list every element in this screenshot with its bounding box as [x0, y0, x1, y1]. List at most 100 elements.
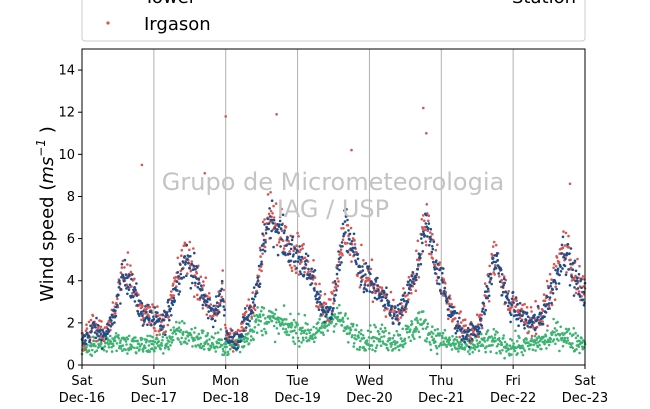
data-point-irgason	[414, 289, 418, 293]
data-point-station	[333, 325, 336, 328]
data-point-tower	[258, 282, 262, 286]
data-point-station	[376, 337, 379, 341]
data-point-tower	[266, 217, 269, 221]
data-point-station	[475, 339, 479, 342]
data-point-station	[249, 339, 253, 342]
data-point-tower	[214, 295, 218, 298]
data-point-tower	[529, 325, 532, 329]
data-point-tower	[505, 296, 509, 300]
data-point-station	[498, 349, 502, 353]
data-point-tower	[338, 263, 342, 267]
data-point-tower	[195, 277, 199, 280]
data-point-tower	[147, 303, 150, 307]
data-point-tower	[396, 304, 400, 307]
data-point-tower	[177, 275, 180, 278]
data-point-station	[557, 339, 560, 342]
data-point-tower	[211, 325, 215, 329]
data-point-irgason	[221, 269, 224, 272]
data-point-tower	[181, 267, 184, 271]
data-point-tower	[368, 290, 372, 293]
data-point-station	[532, 343, 536, 347]
data-point-irgason	[116, 297, 119, 301]
data-point-tower	[407, 291, 411, 295]
data-point-tower	[134, 288, 137, 292]
data-point-irgason	[541, 309, 545, 313]
data-point-station	[146, 334, 149, 338]
data-point-irgason	[423, 219, 426, 223]
data-point-tower	[212, 304, 215, 308]
data-point-station	[378, 332, 381, 336]
data-point-station	[177, 338, 180, 341]
data-point-tower	[128, 273, 131, 277]
data-point-station	[126, 337, 130, 341]
data-point-tower	[458, 316, 461, 320]
data-point-irgason	[263, 245, 267, 249]
data-point-station	[180, 342, 183, 346]
data-point-station	[349, 328, 353, 332]
data-point-tower	[191, 281, 194, 285]
data-point-irgason	[526, 331, 530, 335]
data-point-station	[502, 336, 505, 340]
data-point-tower	[460, 327, 464, 330]
data-point-irgason	[220, 295, 223, 299]
data-point-station	[190, 327, 193, 331]
data-point-tower	[384, 306, 387, 310]
data-point-station	[508, 344, 512, 348]
data-point-station	[85, 346, 88, 349]
data-point-tower	[462, 337, 466, 340]
data-point-tower	[278, 223, 281, 226]
data-point-station	[135, 351, 138, 355]
data-point-tower	[458, 325, 462, 328]
data-point-tower	[465, 333, 469, 336]
data-point-irgason	[340, 227, 343, 230]
data-point-tower	[513, 310, 517, 313]
data-point-tower	[176, 271, 180, 274]
data-point-irgason	[162, 332, 165, 336]
data-point-tower	[399, 309, 403, 312]
data-point-tower	[119, 287, 123, 291]
data-point-tower	[90, 330, 93, 333]
data-point-station	[320, 325, 324, 328]
data-point-tower	[484, 308, 488, 312]
data-point-station	[185, 330, 188, 334]
data-point-tower	[518, 301, 522, 305]
data-point-tower	[313, 289, 316, 292]
data-point-irgason	[303, 256, 307, 260]
data-point-station	[419, 318, 422, 321]
data-point-tower	[241, 335, 244, 338]
data-point-station	[99, 345, 102, 348]
data-point-tower	[104, 334, 107, 338]
data-point-tower	[93, 331, 97, 334]
data-point-tower	[283, 251, 287, 255]
y-tick-label: 12	[58, 106, 75, 121]
data-point-irgason	[115, 301, 118, 305]
data-point-tower	[544, 311, 548, 314]
data-point-tower	[443, 286, 447, 290]
data-point-irgason	[96, 339, 99, 343]
data-point-tower	[400, 306, 404, 310]
data-point-station	[294, 331, 298, 335]
data-point-tower	[215, 301, 219, 305]
data-point-station	[254, 318, 258, 321]
data-point-station	[353, 334, 357, 337]
data-point-irgason	[511, 295, 515, 298]
data-point-station	[311, 337, 315, 341]
data-point-station	[285, 318, 288, 321]
data-point-station	[418, 311, 421, 314]
data-point-tower	[567, 268, 570, 271]
data-point-station	[559, 333, 562, 336]
data-point-irgason	[460, 331, 464, 334]
data-point-tower	[119, 302, 122, 305]
data-point-tower	[222, 314, 226, 317]
data-point-tower	[208, 298, 211, 301]
data-point-irgason	[492, 240, 496, 244]
data-point-tower	[261, 232, 264, 235]
data-point-irgason	[386, 307, 389, 311]
data-point-station	[416, 321, 420, 325]
data-point-tower	[372, 286, 376, 290]
data-point-tower	[160, 328, 163, 332]
data-point-irgason	[525, 306, 529, 309]
data-point-station	[563, 332, 567, 335]
data-point-station	[387, 331, 391, 335]
data-point-tower	[364, 262, 368, 265]
